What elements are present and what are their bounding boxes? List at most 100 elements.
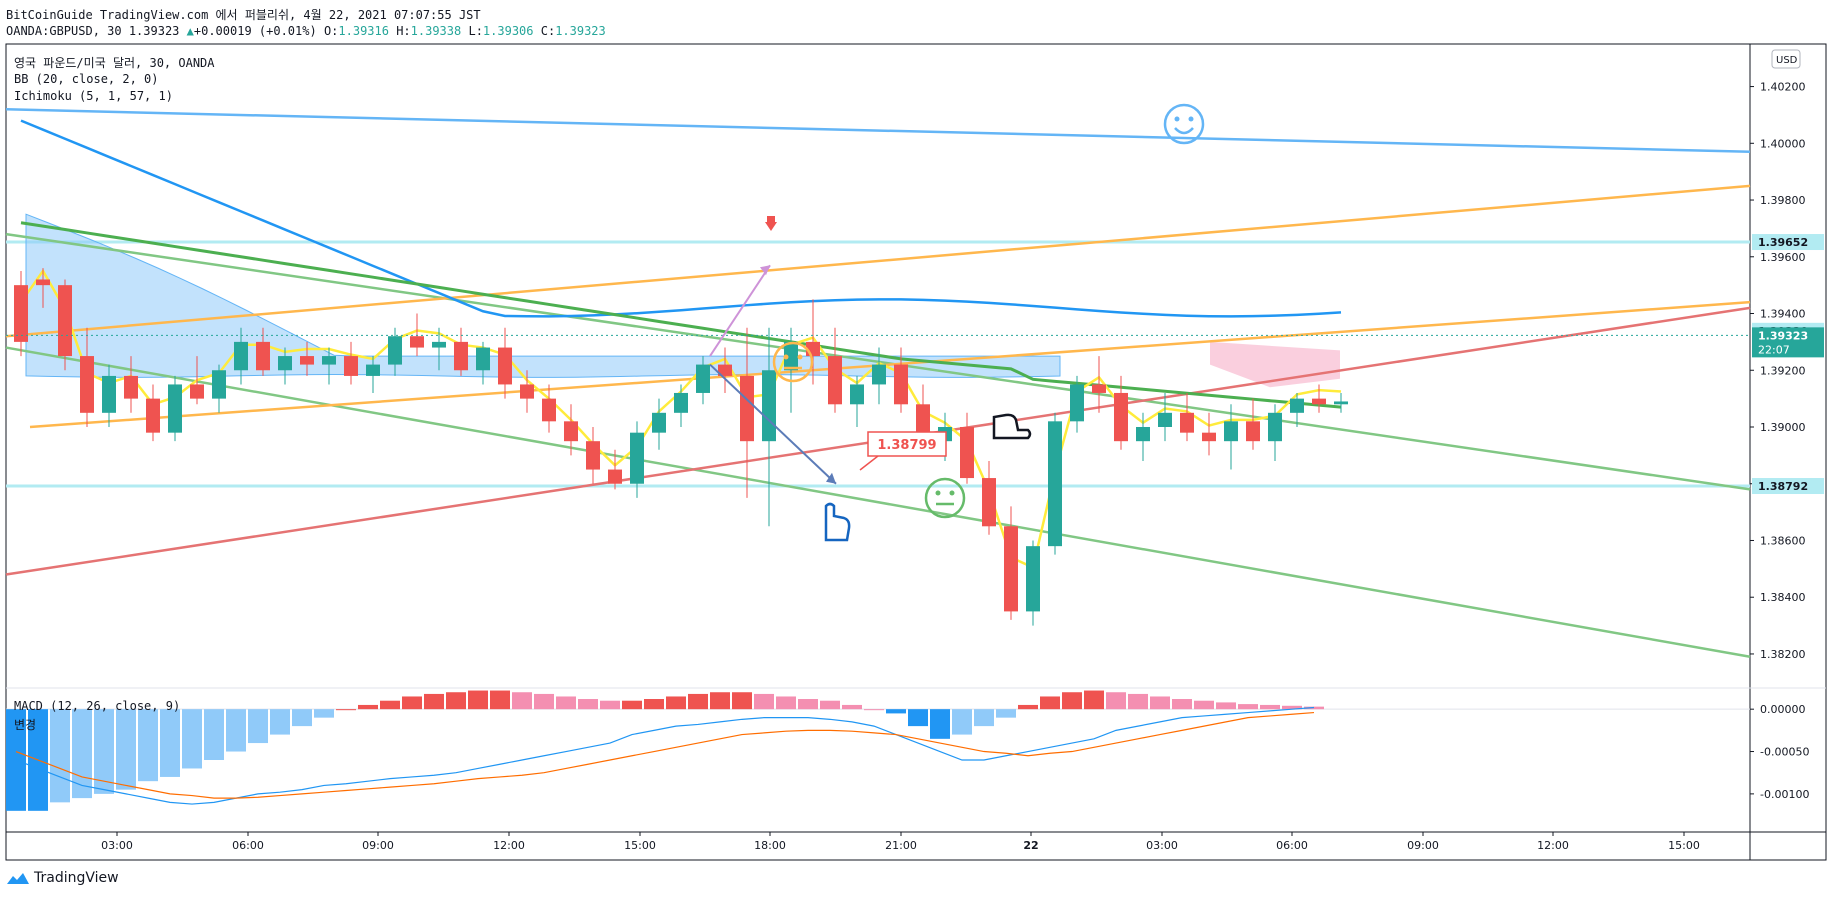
candle-body: [322, 356, 336, 365]
annotation-label: 1.38799: [877, 438, 936, 453]
time-tick-label: 22: [1023, 839, 1038, 852]
candle-body: [1048, 421, 1062, 547]
pointing-hand-left-icon: [992, 413, 1032, 440]
price-label-text: 1.39323: [1758, 329, 1808, 342]
candle-body: [1224, 421, 1238, 442]
time-tick-label: 03:00: [1146, 839, 1178, 852]
up-arrow-icon: ▲: [186, 24, 194, 38]
macd-tick-label: 0.00000: [1760, 703, 1806, 716]
smile-face-icon-mouth: [1174, 127, 1194, 135]
macd-histogram-bar: [490, 690, 510, 710]
dizzy-face-icon: [924, 477, 966, 519]
countdown-text: 22:07: [1758, 343, 1790, 356]
candle-body: [1004, 526, 1018, 612]
macd-histogram-bar: [1062, 692, 1082, 710]
arrow-down-blue: [709, 363, 837, 485]
candle-body: [366, 364, 380, 376]
change-value: +0.00019 (+0.01%): [193, 24, 317, 38]
macd-histogram-bar: [908, 709, 928, 727]
macd-histogram-bar: [1018, 704, 1038, 710]
macd-indicator-label[interactable]: MACD (12, 26, close, 9): [14, 699, 181, 713]
publish-info: BitCoinGuide TradingView.com 에서 퍼블리쉬, 4월…: [6, 6, 481, 23]
candle-body: [1136, 426, 1150, 442]
tradingview-brand[interactable]: TradingView: [6, 870, 119, 886]
macd-histogram-bar: [72, 709, 92, 799]
currency-badge-label: USD: [1776, 55, 1798, 66]
trend-line-orange-lower: [29, 300, 1751, 429]
candle-body: [1092, 384, 1106, 393]
macd-histogram-bar: [886, 709, 906, 714]
macd-histogram-bar: [292, 709, 312, 727]
time-tick-label: 03:00: [101, 839, 133, 852]
time-tick-label: 21:00: [885, 839, 917, 852]
candle-body: [454, 341, 468, 371]
macd-histogram-bar: [1172, 699, 1192, 710]
neutral-face-icon-eye: [797, 354, 803, 360]
macd-histogram-bar: [424, 693, 444, 710]
price-label-box: [1752, 234, 1824, 251]
macd-histogram-bar: [556, 696, 576, 710]
price-tick-label: 1.39000: [1760, 421, 1806, 434]
price-label-text: 1.39652: [1758, 236, 1808, 249]
candle-body: [344, 356, 358, 376]
price-tick-label: 1.38200: [1760, 648, 1806, 661]
macd-histogram-bar: [1282, 705, 1302, 710]
candle-body: [124, 375, 138, 399]
macd-histogram-bar: [182, 709, 202, 769]
candle-body: [1246, 421, 1260, 442]
candle-body: [388, 336, 402, 365]
candle-body: [652, 412, 666, 433]
smile-face-icon-eye: [1188, 116, 1194, 122]
candle-body: [212, 370, 226, 399]
macd-histogram-bar: [116, 709, 136, 790]
low-value: 1.39306: [482, 24, 534, 38]
annotation-pointer: [859, 455, 879, 471]
candle-body: [630, 432, 644, 484]
candle-body: [520, 384, 534, 399]
macd-histogram-bar: [776, 696, 796, 710]
macd-histogram-bar: [622, 700, 642, 710]
candle-body: [234, 341, 248, 371]
macd-histogram-bar: [754, 693, 774, 710]
bb-indicator-label[interactable]: BB (20, close, 2, 0): [14, 72, 159, 86]
macd-histogram-bar: [358, 704, 378, 710]
candle-body: [718, 364, 732, 376]
macd-histogram-bar: [94, 709, 114, 794]
price-tick-label: 1.38600: [1760, 534, 1806, 547]
macd-histogram-bar: [798, 699, 818, 710]
macd-histogram-bar: [534, 693, 554, 710]
symbol-info: OANDA:GBPUSD, 30 1.39323 ▲+0.00019 (+0.0…: [6, 24, 606, 38]
ichimoku-indicator-label[interactable]: Ichimoku (5, 1, 57, 1): [14, 89, 173, 103]
candle-body: [58, 285, 72, 357]
macd-histogram-bar: [1238, 704, 1258, 710]
price-tick-label: 1.39200: [1760, 364, 1806, 377]
macd-histogram-bar: [402, 696, 422, 710]
candle-body: [14, 285, 28, 342]
open-value: 1.39316: [338, 24, 389, 38]
candle-body: [1202, 432, 1216, 442]
macd-histogram-bar: [270, 709, 290, 735]
macd-histogram-bar: [204, 709, 224, 760]
candle-body: [960, 426, 974, 479]
macd-histogram-bar: [1260, 704, 1280, 710]
annotation-box: [867, 431, 947, 457]
candle-body: [1026, 546, 1040, 612]
candle-body: [476, 347, 490, 371]
candle-body: [586, 441, 600, 470]
macd-histogram-bar: [1106, 692, 1126, 710]
macd-histogram-bar: [974, 709, 994, 727]
macd-tick-label: -0.00050: [1760, 746, 1809, 759]
sell-marker-icon: [765, 222, 777, 231]
macd-histogram-bar: [732, 692, 752, 710]
macd-sub-label: 변경: [14, 718, 37, 732]
trend-line-green-upper: [5, 232, 1751, 491]
candle-body: [1070, 384, 1084, 422]
trend-line-blue: [5, 108, 1751, 154]
macd-histogram-bar: [864, 709, 884, 711]
arrow-head-blue: [826, 472, 836, 484]
macd-histogram-bar: [600, 700, 620, 710]
time-tick-label: 09:00: [362, 839, 394, 852]
candle-body: [1290, 398, 1304, 413]
macd-histogram-bar: [1194, 700, 1214, 710]
